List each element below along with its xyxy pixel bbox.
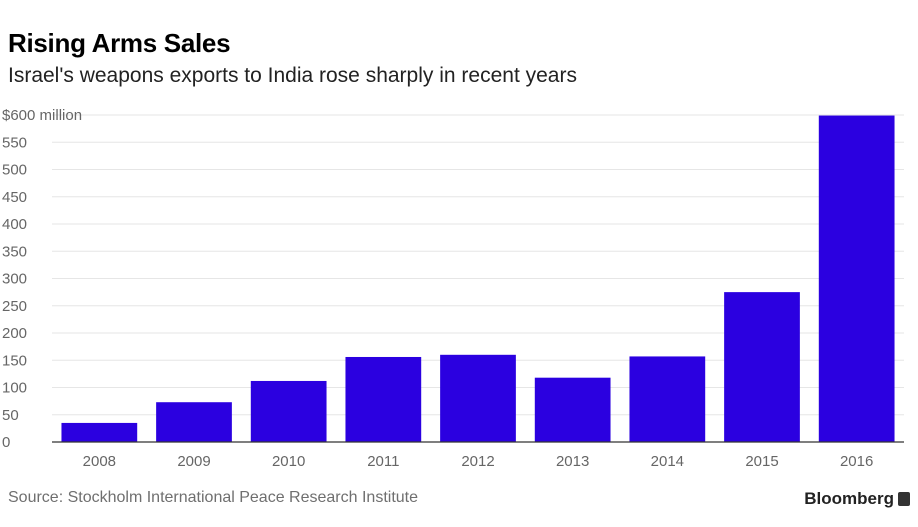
x-tick-label: 2009 (177, 453, 210, 470)
bar-2015 (724, 292, 800, 442)
x-tick-label: 2008 (83, 453, 116, 470)
x-tick-label: 2014 (651, 453, 684, 470)
y-tick-label: 200 (2, 325, 27, 342)
y-tick-label: 400 (2, 216, 27, 233)
y-tick-label: 150 (2, 352, 27, 369)
y-tick-label: 550 (2, 134, 27, 151)
bloomberg-icon (898, 492, 910, 506)
x-tick-label: 2015 (745, 453, 778, 470)
chart-title: Rising Arms Sales (8, 28, 231, 58)
y-tick-label: 500 (2, 162, 27, 179)
bar-2009 (156, 402, 232, 442)
x-tick-label: 2012 (461, 453, 494, 470)
y-tick-label: 350 (2, 243, 27, 260)
bar-2010 (250, 380, 327, 442)
bar-chart: 0 50 100 150 200 250 300 350 400 450 500 550 $600 mi… (2, 107, 904, 470)
bar-2011 (345, 356, 422, 442)
bar-2012 (440, 354, 516, 442)
x-tick-label: 2016 (840, 453, 873, 470)
x-tick-label: 2010 (272, 453, 305, 470)
y-tick-label: 250 (2, 298, 27, 315)
source-note: Source: Stockholm International Peace Re… (8, 489, 418, 506)
x-tick-label: 2013 (556, 453, 589, 470)
y-tick-label: 100 (2, 380, 27, 397)
brand-logo: Bloomberg (804, 489, 910, 509)
x-tick-label: 2011 (367, 453, 399, 470)
y-tick-label: 0 (2, 434, 10, 451)
brand-name: Bloomberg (804, 489, 894, 508)
y-tick-label: 450 (2, 189, 27, 206)
bar-2013 (534, 377, 611, 442)
bar-2008 (61, 422, 138, 442)
y-tick-label: $600 million (2, 107, 82, 124)
bar-2016 (818, 115, 895, 443)
y-tick-label: 50 (2, 407, 19, 424)
chart-subtitle: Israel's weapons exports to India rose s… (8, 64, 577, 87)
y-tick-label: 300 (2, 271, 27, 288)
bar-2014 (629, 356, 706, 442)
